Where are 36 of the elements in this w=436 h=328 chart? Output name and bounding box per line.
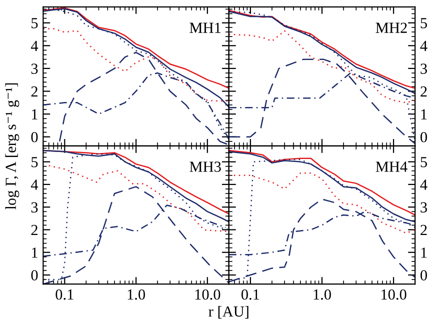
x-tick-label: 0.1	[241, 289, 260, 300]
y-tick-label: 5	[32, 157, 38, 168]
y-tick-label: 4	[30, 180, 38, 190]
y-tick-label: 1	[32, 248, 38, 258]
x-axis-title: r [AU]	[208, 306, 248, 319]
y-tick-label: 0	[31, 270, 38, 280]
y-tick-label: 4	[420, 40, 428, 51]
y-tick-label: 1	[32, 109, 38, 120]
x-tick-label: 1.0	[314, 289, 331, 300]
y-tick-label: 3	[420, 64, 427, 74]
y-tick-label: 3	[31, 202, 38, 213]
y-tick-label: 0	[31, 132, 38, 142]
annotation: MH2	[376, 22, 407, 33]
y-tick-label: 5	[32, 18, 38, 28]
y-tick-label: 3	[420, 202, 427, 213]
y-tick-label: 5	[420, 157, 427, 168]
y-tick-label: 0	[420, 270, 427, 280]
y-tick-label: 2	[31, 86, 38, 97]
y-tick-label: 0	[420, 132, 427, 142]
x-tick-label: 0.1	[56, 289, 74, 300]
y-tick-label: 4	[420, 180, 428, 190]
y-tick-label: 2	[420, 86, 427, 97]
x-tick-label: 1.0	[128, 289, 145, 300]
y-tick-label: 1	[421, 248, 427, 258]
y-tick-label: 5	[420, 18, 427, 28]
y-axis-title: log Γ, Λ [erg s⁻¹ g⁻¹]	[5, 83, 20, 210]
annotation: MH4	[376, 162, 408, 172]
annotation: MH3	[190, 162, 221, 172]
y-tick-label: 1	[421, 109, 427, 120]
y-tick-label: 2	[420, 224, 427, 236]
y-tick-label: 4	[30, 40, 38, 51]
annotation: MH1	[190, 22, 221, 33]
x-tick-label: 10.0	[195, 289, 220, 300]
y-tick-label: 3	[31, 64, 38, 74]
x-tick-label: 10.0	[382, 289, 406, 300]
y-tick-label: 2	[31, 224, 38, 236]
